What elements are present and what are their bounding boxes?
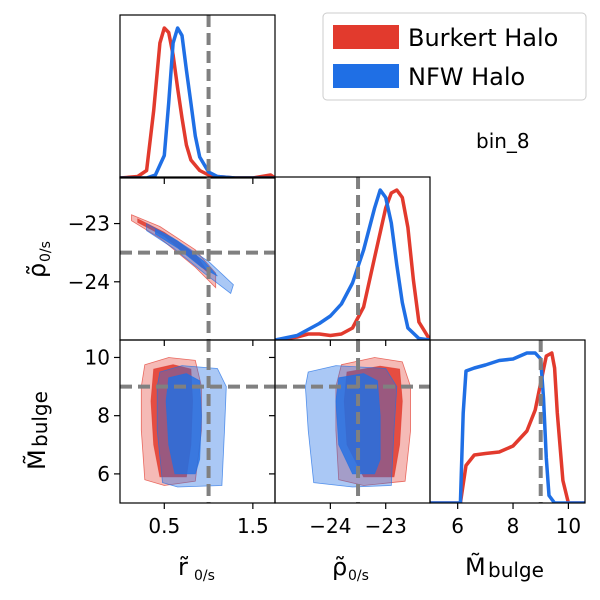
legend-label-burkert: Burkert Halo: [408, 24, 558, 52]
legend-swatch-nfw: [333, 64, 399, 88]
y-tick-label: −23: [68, 212, 110, 236]
x-tick-label: 0.5: [148, 514, 180, 538]
y-tick-label: 8: [97, 404, 110, 428]
xlabel-m-main: M̃: [465, 553, 486, 581]
marginal-rho-nfw-line: [275, 188, 430, 340]
marginal-rho-burkert-line: [275, 188, 430, 340]
ylabel-m-sub: bulge: [28, 391, 52, 447]
y-tick-label: 6: [97, 462, 110, 486]
x-tick-label: −24: [309, 514, 351, 538]
contour-burkert-outer: [131, 214, 217, 289]
marginal-r-nfw-line: [120, 26, 275, 178]
y-tick-label: 10: [85, 345, 110, 369]
marginal-m-nfw-line: [430, 351, 585, 503]
plot-layer: 6 8 10 −24 −23 0.5 1.5 6 8 10 −24 −23: [68, 14, 586, 538]
x-tick-label: −23: [365, 514, 407, 538]
marginal-r-group: [120, 26, 275, 178]
xlabel-m-sub: bulge: [488, 558, 544, 582]
x-tick-label: 1.5: [237, 514, 269, 538]
xlabel-r-main: r̃: [178, 553, 188, 581]
x-tick-label: 10: [556, 514, 581, 538]
ylabel-rho-sub: 0/s: [38, 241, 54, 262]
x-tick-label: 6: [451, 514, 464, 538]
panel-frame-rho-m: [274, 339, 431, 504]
xlabel-r-sub: 0/s: [194, 568, 215, 584]
legend-swatch-burkert: [333, 25, 399, 49]
x-tick-label: 8: [507, 514, 520, 538]
ylabel-m-main: M̃: [23, 449, 51, 470]
legend: Burkert Halo NFW Halo: [322, 12, 587, 101]
legend-label-nfw: NFW Halo: [408, 63, 525, 91]
marginal-m-group: [430, 351, 585, 503]
marginal-rho-group: [275, 188, 430, 340]
xlabel-rho-sub: 0/s: [348, 568, 369, 584]
xlabel-rho-main: ρ̃: [332, 553, 347, 581]
contour-r-m-group: [140, 357, 227, 488]
contour-r-rho-group: [131, 214, 234, 295]
contour-nfw-inner: [165, 373, 202, 475]
ylabel-rho-main: ρ̃: [23, 263, 51, 278]
marginal-m-burkert-line: [430, 351, 585, 503]
bin-label: bin_8: [476, 129, 530, 153]
y-tick-label: −24: [68, 270, 110, 294]
marginal-r-burkert-line: [120, 26, 275, 178]
panel-frame-r-r: [119, 14, 276, 179]
